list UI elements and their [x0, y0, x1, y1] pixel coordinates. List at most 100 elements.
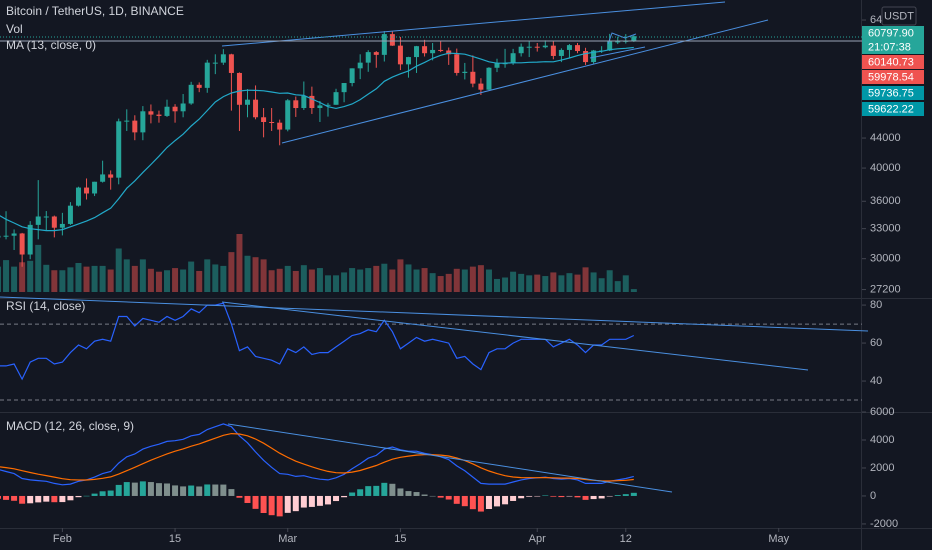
volume-bar	[180, 269, 187, 292]
volume-bar	[260, 259, 267, 292]
histogram-bar	[188, 485, 195, 496]
volume-bar	[3, 260, 10, 292]
candle-body	[494, 63, 500, 68]
volume-bar	[614, 281, 621, 292]
trend-line	[227, 423, 673, 493]
volume-bar	[99, 265, 106, 292]
histogram-bar	[324, 495, 331, 505]
candle-body	[381, 34, 387, 55]
volume-bar	[43, 264, 50, 292]
histogram-bar	[510, 495, 517, 501]
ma-legend: MA (13, close, 0)	[6, 38, 96, 52]
y-tick-label: 4000	[870, 434, 894, 446]
rsi-legend: RSI (14, close)	[6, 299, 85, 313]
histogram-bar	[67, 495, 74, 501]
histogram-bar	[123, 482, 130, 496]
histogram-bar	[477, 495, 484, 512]
histogram-bar	[19, 495, 26, 504]
histogram-bar	[622, 494, 629, 496]
volume-bar	[308, 269, 315, 292]
volume-bar	[534, 274, 541, 292]
volume-bar	[196, 270, 203, 292]
volume-bar	[147, 268, 154, 292]
chart-title: Bitcoin / TetherUS, 1D, BINANCE	[6, 4, 184, 18]
volume-bar	[244, 255, 251, 292]
histogram-bar	[236, 495, 243, 498]
volume-bar	[590, 272, 597, 292]
volume-bar	[510, 271, 517, 292]
series-line	[0, 46, 634, 232]
trend-line	[0, 296, 869, 332]
macd-legend: MACD (12, 26, close, 9)	[6, 419, 134, 433]
volume-bar	[622, 275, 629, 292]
volume-bar	[373, 265, 380, 292]
volume-bar	[389, 269, 396, 292]
volume-bar	[485, 269, 492, 292]
y-tick-label: 27200	[870, 283, 901, 295]
candle-body	[116, 121, 122, 178]
histogram-bar	[308, 495, 315, 507]
volume-bar	[381, 263, 388, 292]
histogram-bar	[284, 495, 291, 513]
volume-bar	[284, 265, 291, 292]
drawings	[0, 1, 869, 493]
histogram-bar	[155, 483, 162, 496]
currency-badge[interactable]	[881, 6, 917, 26]
candle-body	[341, 83, 347, 93]
x-tick-label: Feb	[53, 533, 72, 545]
candle-body	[486, 67, 492, 90]
volume-bar	[566, 273, 573, 292]
candle-body	[607, 41, 613, 51]
volume-bar	[11, 266, 18, 292]
volume-bar	[526, 275, 533, 292]
histogram-bar	[542, 495, 549, 496]
histogram-bar	[550, 495, 557, 497]
volume-bar	[494, 278, 501, 292]
candle-body	[269, 121, 275, 123]
histogram-bar	[180, 486, 187, 496]
price-tag	[862, 86, 924, 100]
histogram-bar	[107, 490, 114, 496]
histogram-bar	[558, 495, 565, 498]
histogram-bar	[268, 495, 275, 516]
volume-bar	[236, 234, 243, 292]
candle-body	[325, 104, 331, 106]
candle-body	[526, 46, 532, 48]
volume-bar	[316, 268, 323, 292]
candle-body	[365, 52, 371, 63]
volume-bar	[397, 259, 404, 292]
candle-body	[236, 72, 242, 105]
histogram-bar	[461, 495, 468, 507]
volume-bar	[324, 275, 331, 292]
volume-bar	[445, 273, 452, 292]
volume-bar	[502, 277, 509, 292]
histogram-bar	[333, 495, 340, 502]
volume-bar	[0, 266, 1, 292]
candle-body	[164, 106, 170, 116]
volume-bar	[365, 268, 372, 292]
price-tag-label: 60140.73	[868, 56, 914, 68]
histogram-bar	[373, 485, 380, 496]
candle-body	[27, 224, 33, 255]
candle-body	[285, 100, 291, 130]
histogram-bar	[164, 483, 171, 496]
candle-body	[35, 216, 41, 225]
histogram-bar	[502, 495, 509, 505]
y-tick-label: 2000	[870, 462, 894, 474]
candle-body	[430, 49, 436, 54]
histogram-bar	[75, 495, 82, 498]
histogram-bar	[27, 495, 34, 504]
volume-bar	[19, 262, 26, 292]
candle-body	[631, 36, 637, 41]
candle-body	[454, 54, 460, 73]
price-tag	[862, 40, 924, 54]
x-tick-label: 15	[394, 533, 406, 545]
candle-body	[293, 100, 299, 109]
histogram-bar	[147, 482, 154, 496]
candle-body	[67, 205, 73, 224]
histogram-bar	[59, 495, 66, 503]
histogram-bar	[115, 484, 122, 496]
candle-body	[574, 45, 580, 52]
candle-body	[180, 103, 186, 112]
histogram-bar	[172, 485, 179, 496]
